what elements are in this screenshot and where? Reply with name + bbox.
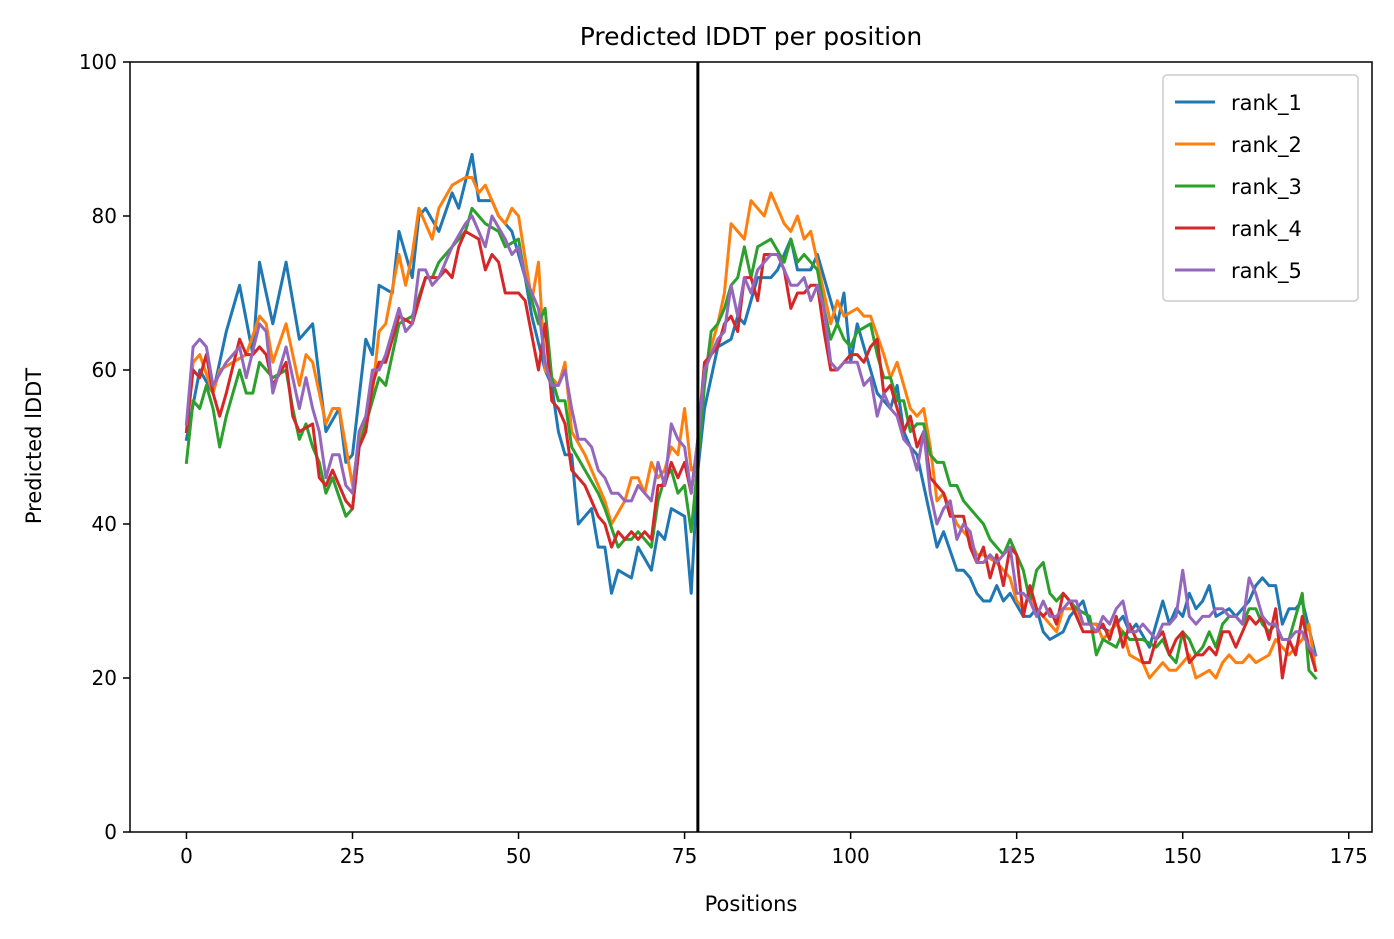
x-axis-label: Positions: [705, 892, 798, 916]
y-tick-label: 20: [92, 666, 117, 690]
legend-label-rank_5: rank_5: [1231, 259, 1302, 284]
x-tick-label: 0: [180, 844, 193, 868]
x-tick-label: 175: [1330, 844, 1368, 868]
legend-label-rank_4: rank_4: [1231, 217, 1302, 242]
legend-label-rank_2: rank_2: [1231, 133, 1302, 158]
series-layer: [184, 152, 1318, 681]
legend-label-rank_1: rank_1: [1231, 91, 1302, 116]
legend-label-rank_3: rank_3: [1231, 175, 1302, 200]
x-tick-label: 125: [998, 844, 1036, 868]
y-tick-label: 40: [92, 512, 117, 536]
chart-title: Predicted lDDT per position: [580, 22, 922, 51]
legend: rank_1 rank_2 rank_3 rank_4 rank_5: [1162, 74, 1359, 302]
legend-box: [1162, 74, 1359, 302]
y-axis-label: Predicted lDDT: [22, 368, 46, 524]
x-tick-label: 100: [832, 844, 870, 868]
x-tick-label: 150: [1164, 844, 1202, 868]
series-line-rank_5: [184, 214, 1318, 658]
y-tick-label: 0: [104, 820, 117, 844]
y-tick-label: 100: [79, 50, 117, 74]
x-tick-label: 25: [340, 844, 365, 868]
x-tick-label: 75: [672, 844, 697, 868]
series-line-rank_4: [184, 229, 1318, 680]
x-axis-ticks: 0 25 50 75 100 125 150 175: [180, 832, 1368, 868]
y-tick-label: 80: [92, 204, 117, 228]
y-axis-ticks: 0 20 40 60 80 100: [79, 50, 130, 844]
axes-frame: [129, 61, 1373, 833]
x-tick-label: 50: [506, 844, 531, 868]
y-tick-label: 60: [92, 358, 117, 382]
